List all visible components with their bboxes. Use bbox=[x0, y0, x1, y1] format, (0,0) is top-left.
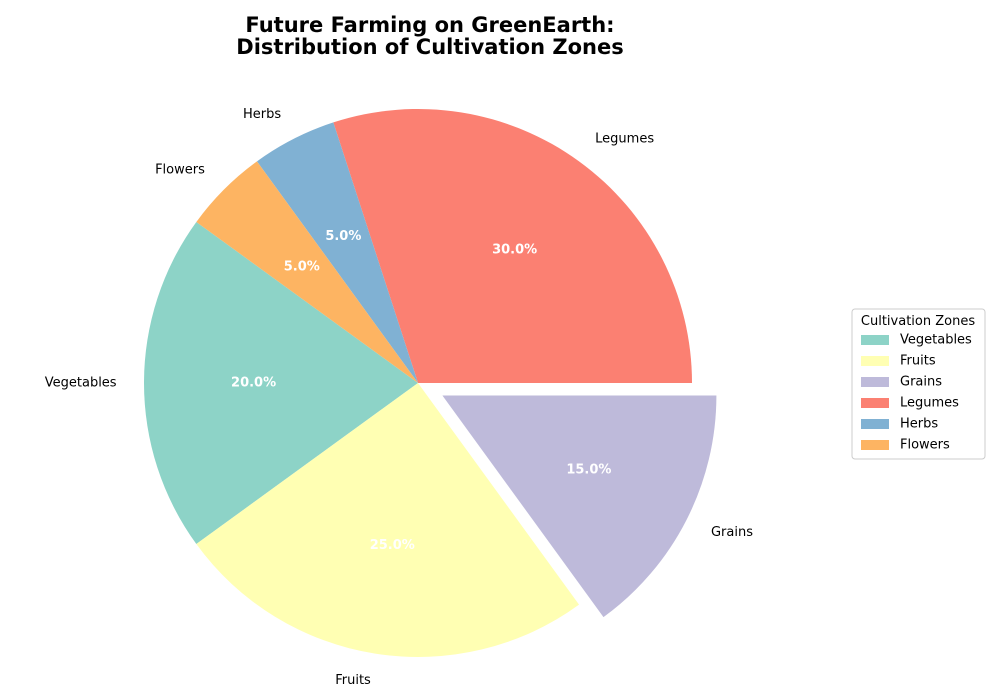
slice-label-flowers: Flowers bbox=[155, 162, 205, 177]
slice-label-grains: Grains bbox=[711, 525, 753, 540]
pie-slice-legumes bbox=[333, 108, 692, 384]
legend-swatch-fruits bbox=[861, 356, 889, 366]
pie-slice-grains bbox=[442, 395, 717, 618]
slice-percent-fruits: 25.0% bbox=[370, 538, 415, 553]
legend-label-flowers: Flowers bbox=[900, 438, 950, 453]
slice-percent-flowers: 5.0% bbox=[284, 259, 320, 274]
slice-percent-herbs: 5.0% bbox=[325, 229, 361, 244]
legend-swatch-herbs bbox=[861, 419, 889, 429]
legend-title: Cultivation Zones bbox=[861, 314, 975, 329]
legend-swatch-grains bbox=[861, 377, 889, 387]
slice-percent-grains: 15.0% bbox=[566, 463, 611, 478]
legend-swatch-legumes bbox=[861, 398, 889, 408]
pie-slices bbox=[144, 108, 717, 657]
legend-items: Vegetables Fruits Grains Legumes Herbs Flower… bbox=[861, 333, 972, 453]
pie-slice-fruits bbox=[196, 383, 580, 657]
slice-category-labels: Vegetables Fruits Grains Legumes Herbs Flower… bbox=[45, 107, 753, 688]
slice-percent-vegetables: 20.0% bbox=[231, 376, 276, 391]
legend-label-grains: Grains bbox=[900, 375, 942, 390]
legend-label-fruits: Fruits bbox=[900, 354, 936, 369]
legend: Cultivation Zones Vegetables Fruits Grains… bbox=[851, 308, 986, 460]
chart-title-line-2: Distribution of Cultivation Zones bbox=[236, 35, 623, 59]
legend-label-herbs: Herbs bbox=[900, 417, 938, 432]
slice-label-herbs: Herbs bbox=[243, 107, 281, 122]
pie-slice-flowers bbox=[196, 161, 418, 383]
pie-slice-herbs bbox=[256, 122, 418, 383]
slice-percent-legumes: 30.0% bbox=[492, 243, 537, 258]
slice-label-fruits: Fruits bbox=[335, 673, 371, 688]
chart-title-line-1: Future Farming on GreenEarth: bbox=[245, 13, 614, 37]
legend-label-vegetables: Vegetables bbox=[900, 333, 972, 348]
slice-label-vegetables: Vegetables bbox=[45, 376, 117, 391]
legend-swatch-flowers bbox=[861, 440, 889, 450]
slice-label-legumes: Legumes bbox=[595, 132, 654, 147]
legend-label-legumes: Legumes bbox=[900, 396, 959, 411]
legend-swatch-vegetables bbox=[861, 335, 889, 345]
slice-percent-labels: 20.0% 25.0% 15.0% 30.0% 5.0% 5.0% bbox=[231, 229, 611, 553]
pie-slice-vegetables bbox=[144, 221, 418, 545]
